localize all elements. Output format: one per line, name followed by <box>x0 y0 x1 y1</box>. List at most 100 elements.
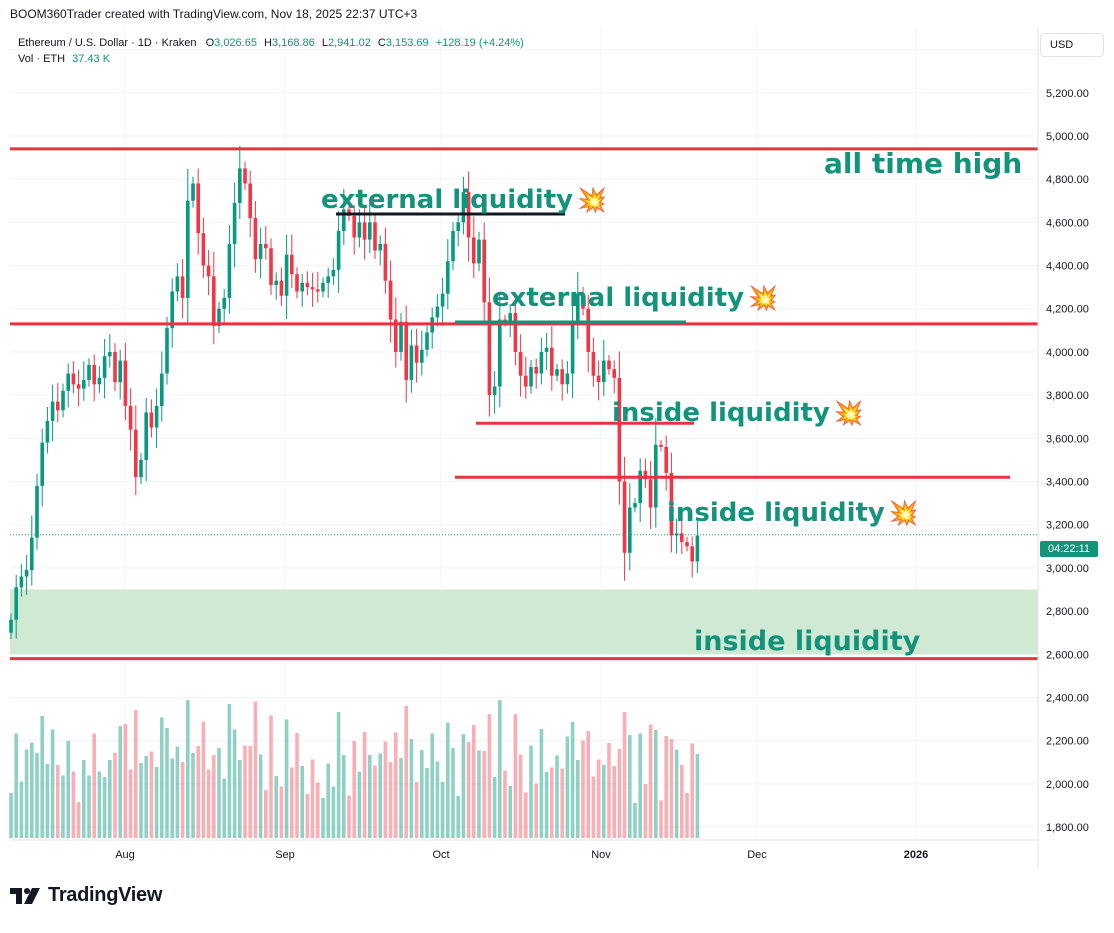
volume-bar <box>9 793 13 838</box>
volume-bar <box>487 714 492 838</box>
candle-body <box>279 280 284 296</box>
candle-body <box>154 405 159 428</box>
candle-body <box>602 360 606 383</box>
candle-body <box>108 351 112 357</box>
volume-bar <box>633 803 637 838</box>
volume-bar <box>664 736 668 838</box>
volume-bar <box>76 802 81 838</box>
volume-bar <box>373 765 377 838</box>
candle-body <box>378 243 382 251</box>
volume-bar <box>50 729 55 838</box>
volume-bar <box>336 712 341 838</box>
candle-body <box>477 239 481 264</box>
candle-body <box>71 373 76 385</box>
candle-body <box>617 377 622 482</box>
volume-bar <box>175 746 180 838</box>
candle-body <box>227 243 232 298</box>
candle-body <box>539 351 544 374</box>
volume-bar <box>310 759 315 838</box>
currency-button[interactable]: USD <box>1040 33 1104 57</box>
volume-bar <box>30 742 34 838</box>
volume-bar <box>560 768 564 838</box>
candle-body <box>648 479 653 508</box>
volume-bar <box>342 755 346 838</box>
y-tick-label: 3,600.00 <box>1046 433 1089 445</box>
candle-body <box>498 319 502 387</box>
volume-bar <box>659 800 663 838</box>
candle-body <box>56 401 60 411</box>
volume-bar <box>586 731 590 838</box>
volume-bar <box>97 771 102 838</box>
candle-body <box>97 377 102 385</box>
candle-body <box>560 369 564 385</box>
candle-body <box>14 587 18 620</box>
volume-bar <box>180 762 185 838</box>
candles <box>9 145 700 639</box>
volume-bar <box>414 782 419 838</box>
annotation-label: external liquidity 💥 <box>321 185 607 215</box>
volume-bar <box>139 763 143 838</box>
volume-bar <box>71 771 76 838</box>
volume-bar <box>503 770 507 838</box>
volume-bar <box>232 729 237 838</box>
volume-bar <box>326 763 330 838</box>
y-tick-label: 2,400.00 <box>1046 692 1089 704</box>
candle-body <box>170 291 174 329</box>
tradingview-logo[interactable]: TradingView <box>10 884 162 907</box>
volume-bar <box>440 782 445 838</box>
candle-body <box>508 313 512 322</box>
candle-body <box>300 282 304 292</box>
candle-body <box>326 276 330 283</box>
annotation-label: inside liquidity 💥 <box>612 398 864 428</box>
y-tick-label: 2,200.00 <box>1046 736 1089 748</box>
candle-body <box>628 507 632 553</box>
candle-body <box>284 254 289 296</box>
y-tick-label: 5,000.00 <box>1046 131 1089 143</box>
volume-bar <box>331 786 336 838</box>
candle-body <box>425 332 429 350</box>
volume-bar <box>508 786 512 838</box>
volume-bar <box>425 768 429 838</box>
volume-bar <box>477 750 481 838</box>
volume-bar <box>290 767 294 838</box>
candle-body <box>669 472 674 536</box>
symbol-label[interactable]: Ethereum / U.S. Dollar · 1D · Kraken <box>18 37 197 49</box>
candle-body <box>596 375 601 383</box>
high-value: 3,168.86 <box>271 37 315 49</box>
candle-body <box>305 282 310 288</box>
volume-bar <box>472 725 476 838</box>
volume-bar <box>128 769 133 838</box>
volume-bar <box>591 776 596 838</box>
volume-bar <box>40 716 44 838</box>
volume-bar <box>45 764 50 838</box>
volume-bar <box>19 781 24 838</box>
volume-bar <box>258 754 263 838</box>
candle-body <box>50 401 55 422</box>
legend-row-ohlc: Ethereum / U.S. Dollar · 1D · Kraken O3,… <box>18 35 524 51</box>
volume-bar <box>368 755 372 838</box>
brand-name: TradingView <box>48 884 163 906</box>
candle-body <box>134 429 138 478</box>
volume-bar <box>123 724 128 838</box>
annotations: all time high external liquidity 💥 external… <box>321 147 1022 657</box>
volume-bar <box>399 758 403 838</box>
annotation-label: all time high <box>824 147 1022 180</box>
candle-body <box>191 183 195 201</box>
candle-body <box>9 619 13 633</box>
candle-body <box>321 282 325 292</box>
volume-bar <box>352 741 356 838</box>
candle-body <box>258 243 263 260</box>
candle-body <box>524 375 528 387</box>
candle-body <box>388 280 393 320</box>
candle-body <box>82 380 86 389</box>
candle-body <box>160 373 164 406</box>
volume-bar <box>669 739 674 838</box>
volume-bar <box>404 706 408 838</box>
candle-body <box>45 421 50 443</box>
explosion-icon: 💥 <box>834 399 864 427</box>
volume-bar <box>674 749 679 838</box>
volume-bar <box>300 766 304 838</box>
candle-body <box>472 237 476 264</box>
volume-bar <box>269 715 273 838</box>
